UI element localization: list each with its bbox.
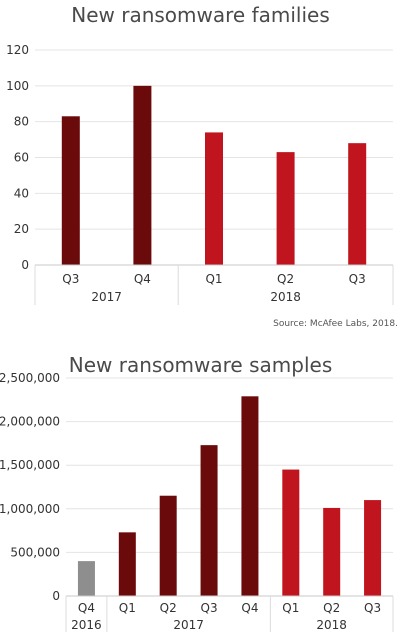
x-tick-label: Q3 — [349, 272, 366, 286]
x-tick-label: Q4 — [241, 601, 258, 615]
x-tick-label: Q2 — [277, 272, 294, 286]
x-tick-label: Q2 — [323, 601, 340, 615]
y-tick-label: 2,000,000 — [0, 415, 60, 429]
bar — [133, 85, 152, 265]
y-tick-label: 0 — [21, 258, 29, 272]
bar — [348, 143, 367, 265]
bar — [282, 469, 300, 596]
bar — [205, 132, 223, 265]
bar — [61, 116, 80, 266]
y-tick-label: 1,500,000 — [0, 458, 60, 472]
y-tick-label: 20 — [14, 222, 29, 236]
y-tick-label: 40 — [14, 186, 29, 200]
chart-title: New ransomware families — [71, 3, 330, 27]
y-tick-label: 60 — [14, 151, 29, 165]
year-label: 2018 — [270, 290, 301, 304]
bar — [77, 561, 95, 596]
year-label: 2016 — [71, 618, 102, 632]
x-tick-label: Q3 — [201, 601, 218, 615]
year-label: 2017 — [173, 618, 204, 632]
families-chart: New ransomware families 0 20 40 60 80 100 120 Q… — [6, 3, 398, 329]
samples-chart: New ransomware samples 0 500,000 1,000,000… — [0, 345, 401, 632]
families-chart-plot: 0 20 40 60 80 100 120 Q3 Q4 Q1 Q2 Q3 2017 2018 — [6, 43, 394, 305]
samples-chart-plot: 0 500,000 1,000,000 1,500,000 2,000,000 2,500… — [0, 371, 394, 632]
y-tick-label: 120 — [6, 43, 29, 57]
chart-title: New ransomware samples — [68, 353, 333, 377]
bar — [364, 500, 382, 596]
year-label: 2018 — [316, 618, 347, 632]
x-tick-label: Q3 — [62, 272, 79, 286]
y-tick-label: 2,500,000 — [0, 371, 60, 385]
source-note: Source: McAfee Labs, 2018. — [273, 319, 398, 329]
x-tick-label: Q4 — [134, 272, 151, 286]
x-tick-label: Q1 — [119, 601, 136, 615]
bar — [159, 495, 177, 596]
bar — [200, 445, 218, 596]
x-tick-label: Q2 — [160, 601, 177, 615]
bar — [241, 396, 259, 596]
y-tick-label: 500,000 — [10, 545, 60, 559]
x-tick-label: Q1 — [205, 272, 222, 286]
bar — [276, 152, 295, 265]
year-label: 2017 — [91, 290, 122, 304]
x-tick-label: Q3 — [364, 601, 381, 615]
y-tick-label: 100 — [6, 79, 29, 93]
y-tick-label: 80 — [14, 115, 29, 129]
bar — [323, 507, 341, 596]
bar — [118, 532, 136, 596]
x-tick-label: Q1 — [282, 601, 299, 615]
x-tick-label: Q4 — [78, 601, 95, 615]
y-tick-label: 0 — [52, 589, 60, 603]
y-tick-label: 1,000,000 — [0, 502, 60, 516]
